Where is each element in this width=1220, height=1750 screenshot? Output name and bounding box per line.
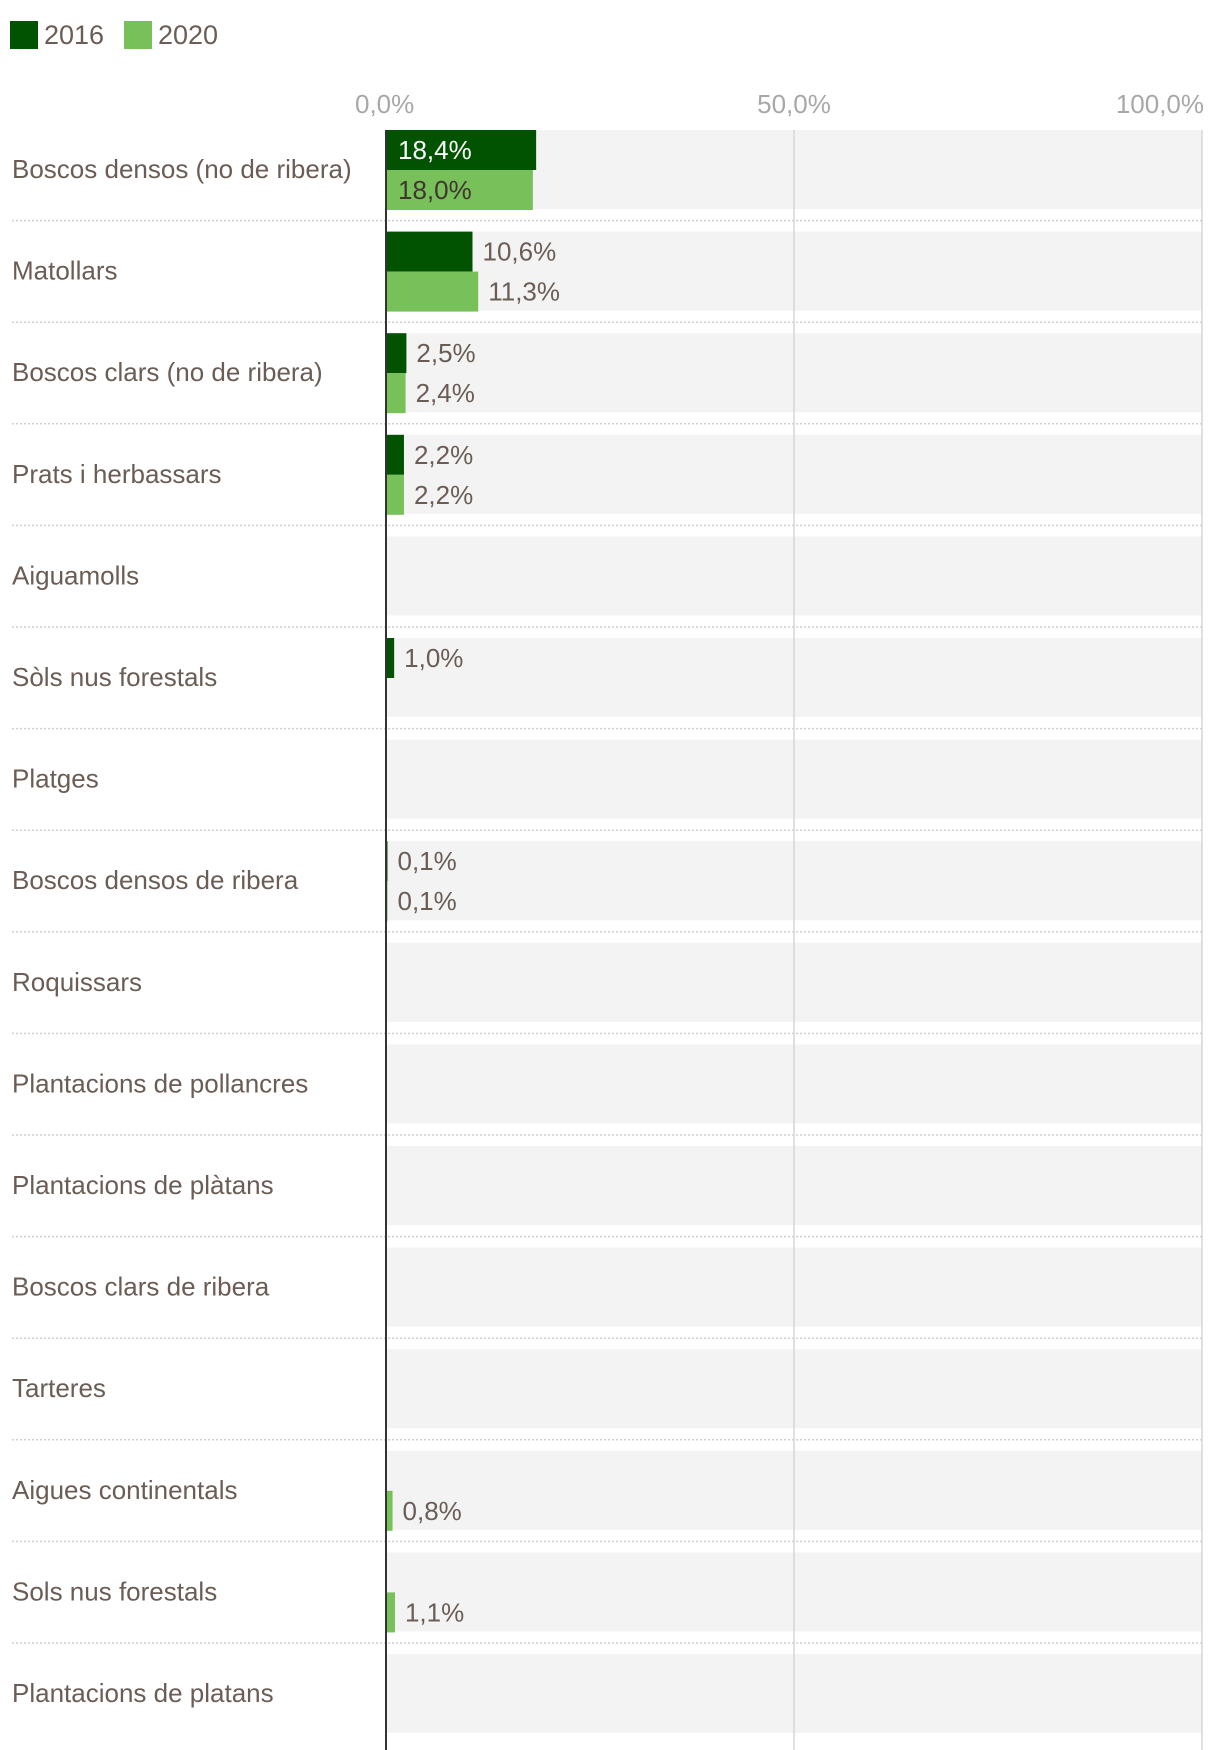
category-label: Matollars — [12, 256, 117, 286]
category-label: Boscos clars (no de ribera) — [12, 357, 323, 387]
category-label: Platges — [12, 764, 99, 794]
x-tick-label: 0,0% — [355, 89, 414, 119]
bar-2020 — [386, 474, 404, 515]
bar-2020 — [386, 373, 406, 414]
legend-label-2020: 2020 — [158, 20, 218, 50]
x-tick-label: 50,0% — [757, 89, 831, 119]
data-label-2020: 2,4% — [416, 378, 475, 408]
bar-2016 — [386, 130, 537, 170]
data-label-2020: 2,2% — [414, 480, 473, 510]
x-tick-label: 100,0% — [1116, 89, 1204, 119]
data-label-2016: 18,4% — [398, 135, 472, 165]
bar-2020 — [386, 1490, 393, 1531]
data-label-2016: 2,5% — [416, 338, 475, 368]
bar-2016 — [386, 434, 404, 475]
category-label: Boscos clars de ribera — [12, 1272, 270, 1302]
category-label: Plantacions de platans — [12, 1678, 274, 1708]
category-label: Prats i herbassars — [12, 459, 222, 489]
category-label: Aiguamolls — [12, 560, 139, 590]
category-label: Boscos densos (no de ribera) — [12, 154, 352, 184]
data-label-2016: 0,1% — [398, 846, 457, 876]
category-label: Boscos densos de ribera — [12, 865, 299, 895]
data-label-2020: 18,0% — [398, 175, 472, 205]
bar-2016 — [386, 638, 395, 678]
category-label: Roquissars — [12, 967, 142, 997]
data-label-2020: 11,3% — [488, 277, 560, 307]
legend-swatch-2016 — [10, 21, 38, 49]
bar-2016 — [386, 333, 407, 374]
bar-2020 — [386, 271, 479, 312]
bar-2020 — [386, 170, 533, 210]
legend-label-2016: 2016 — [44, 20, 104, 50]
category-label: Plantacions de pollancres — [12, 1068, 308, 1098]
category-label: Sòls nus forestals — [12, 662, 217, 692]
category-label: Aigues continentals — [12, 1475, 237, 1505]
legend-swatch-2020 — [124, 21, 152, 49]
data-label-2020: 1,1% — [405, 1597, 464, 1627]
category-label: Sols nus forestals — [12, 1576, 217, 1606]
bar-2016 — [386, 231, 473, 272]
bar-2020 — [386, 1592, 395, 1633]
data-label-2020: 0,1% — [398, 886, 457, 916]
category-label: Plantacions de plàtans — [12, 1170, 274, 1200]
category-label: Tarteres — [12, 1373, 106, 1403]
data-label-2016: 2,2% — [414, 440, 473, 470]
data-label-2016: 1,0% — [404, 643, 463, 673]
data-label-2016: 10,6% — [482, 237, 556, 267]
data-label-2020: 0,8% — [403, 1496, 462, 1526]
